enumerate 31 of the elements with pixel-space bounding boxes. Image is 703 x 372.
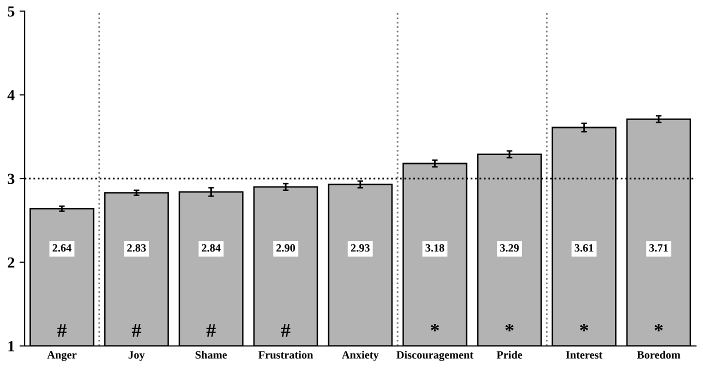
annotation: #: [206, 324, 216, 337]
annotation: *: [505, 324, 514, 332]
y-tick-label: 3: [8, 174, 14, 184]
data-label: 3.71: [649, 244, 668, 252]
annotation: *: [654, 324, 663, 332]
annotation: #: [57, 324, 67, 337]
data-label: 3.61: [574, 244, 594, 252]
y-tick-label: 1: [8, 341, 14, 352]
data-label: 2.90: [276, 244, 295, 252]
x-tick-label: Anger: [47, 351, 76, 361]
annotation: #: [132, 324, 142, 337]
annotation: *: [430, 324, 439, 332]
data-label: 2.83: [127, 244, 146, 252]
y-tick-label: 2: [8, 257, 14, 268]
x-tick-label: Discouragement: [396, 350, 474, 361]
data-label: 2.64: [52, 244, 72, 252]
y-tick-label: 4: [7, 90, 15, 100]
x-tick-label: Interest: [566, 351, 602, 359]
annotation: #: [281, 324, 290, 337]
data-label: 2.93: [351, 244, 370, 252]
x-tick-label: Boredom: [637, 350, 680, 359]
x-tick-label: Anxiety: [342, 350, 379, 361]
data-label: 2.84: [202, 244, 221, 252]
data-label: 3.18: [426, 244, 444, 252]
x-tick-label: Shame: [196, 350, 227, 359]
x-tick-label: Joy: [128, 351, 145, 361]
x-tick-label: Frustration: [258, 350, 313, 359]
annotation: *: [580, 324, 588, 332]
data-label: 3.29: [500, 244, 519, 252]
x-tick-label: Pride: [496, 350, 522, 359]
y-tick-label: 5: [8, 6, 14, 17]
